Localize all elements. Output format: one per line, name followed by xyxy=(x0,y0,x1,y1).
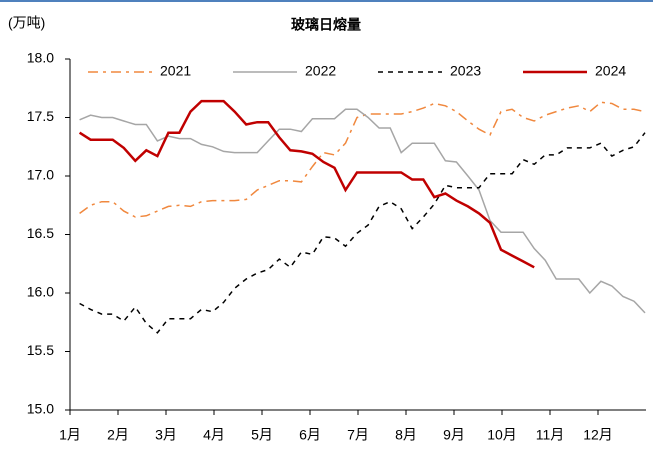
series-line xyxy=(78,99,535,269)
x-tick-label: 2月 xyxy=(107,427,129,443)
x-tick-label: 3月 xyxy=(155,427,177,443)
y-tick-label: 16.0 xyxy=(27,284,54,300)
x-tick-label: 9月 xyxy=(443,427,465,443)
y-axis-label: (万吨) xyxy=(8,15,45,31)
x-tick-label: 6月 xyxy=(299,427,321,443)
x-tick-label: 12月 xyxy=(583,427,613,443)
x-tick-label: 8月 xyxy=(395,427,417,443)
y-tick-label: 17.5 xyxy=(27,108,54,124)
x-tick-label: 5月 xyxy=(251,427,273,443)
legend-label: 2021 xyxy=(160,63,191,79)
y-tick-label: 17.0 xyxy=(27,167,54,183)
series-line xyxy=(79,101,646,218)
series-line xyxy=(79,132,646,334)
x-tick-label: 4月 xyxy=(203,427,225,443)
legend-label: 2024 xyxy=(595,63,626,79)
y-tick-label: 15.5 xyxy=(27,342,54,358)
x-tick-label: 7月 xyxy=(347,427,369,443)
y-tick-label: 15.0 xyxy=(27,401,54,417)
series-line xyxy=(79,108,646,314)
y-tick-label: 16.5 xyxy=(27,225,54,241)
chart-title: 玻璃日熔量 xyxy=(291,17,361,33)
x-tick-label: 10月 xyxy=(487,427,517,443)
x-tick-label: 1月 xyxy=(59,427,81,443)
legend-label: 2022 xyxy=(305,63,336,79)
y-tick-label: 18.0 xyxy=(27,50,54,66)
x-tick-label: 11月 xyxy=(536,427,565,443)
legend-label: 2023 xyxy=(450,63,481,79)
